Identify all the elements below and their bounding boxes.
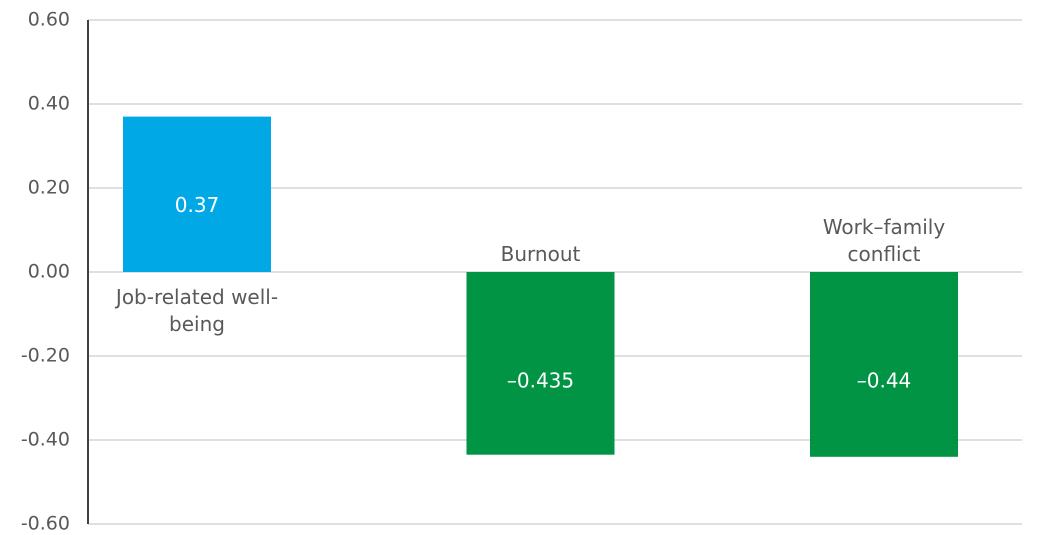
y-tick-label: 0.60	[28, 9, 70, 31]
data-label: –0.44	[857, 369, 912, 393]
data-label: –0.435	[507, 369, 574, 393]
y-tick-label: 0.00	[28, 261, 70, 283]
y-tick-label: 0.40	[28, 93, 70, 115]
y-tick-label: -0.20	[21, 345, 70, 367]
data-label: 0.37	[175, 193, 220, 217]
category-label: Burnout	[500, 242, 581, 266]
y-tick-label: 0.20	[28, 177, 70, 199]
bar	[123, 116, 271, 272]
category-label: Work–family conflict	[822, 215, 946, 266]
y-tick-label: -0.60	[21, 513, 70, 535]
bar	[466, 272, 615, 455]
category-label: Job-related well-being	[115, 285, 279, 336]
y-tick-label: -0.40	[21, 429, 70, 451]
bar	[810, 272, 958, 457]
